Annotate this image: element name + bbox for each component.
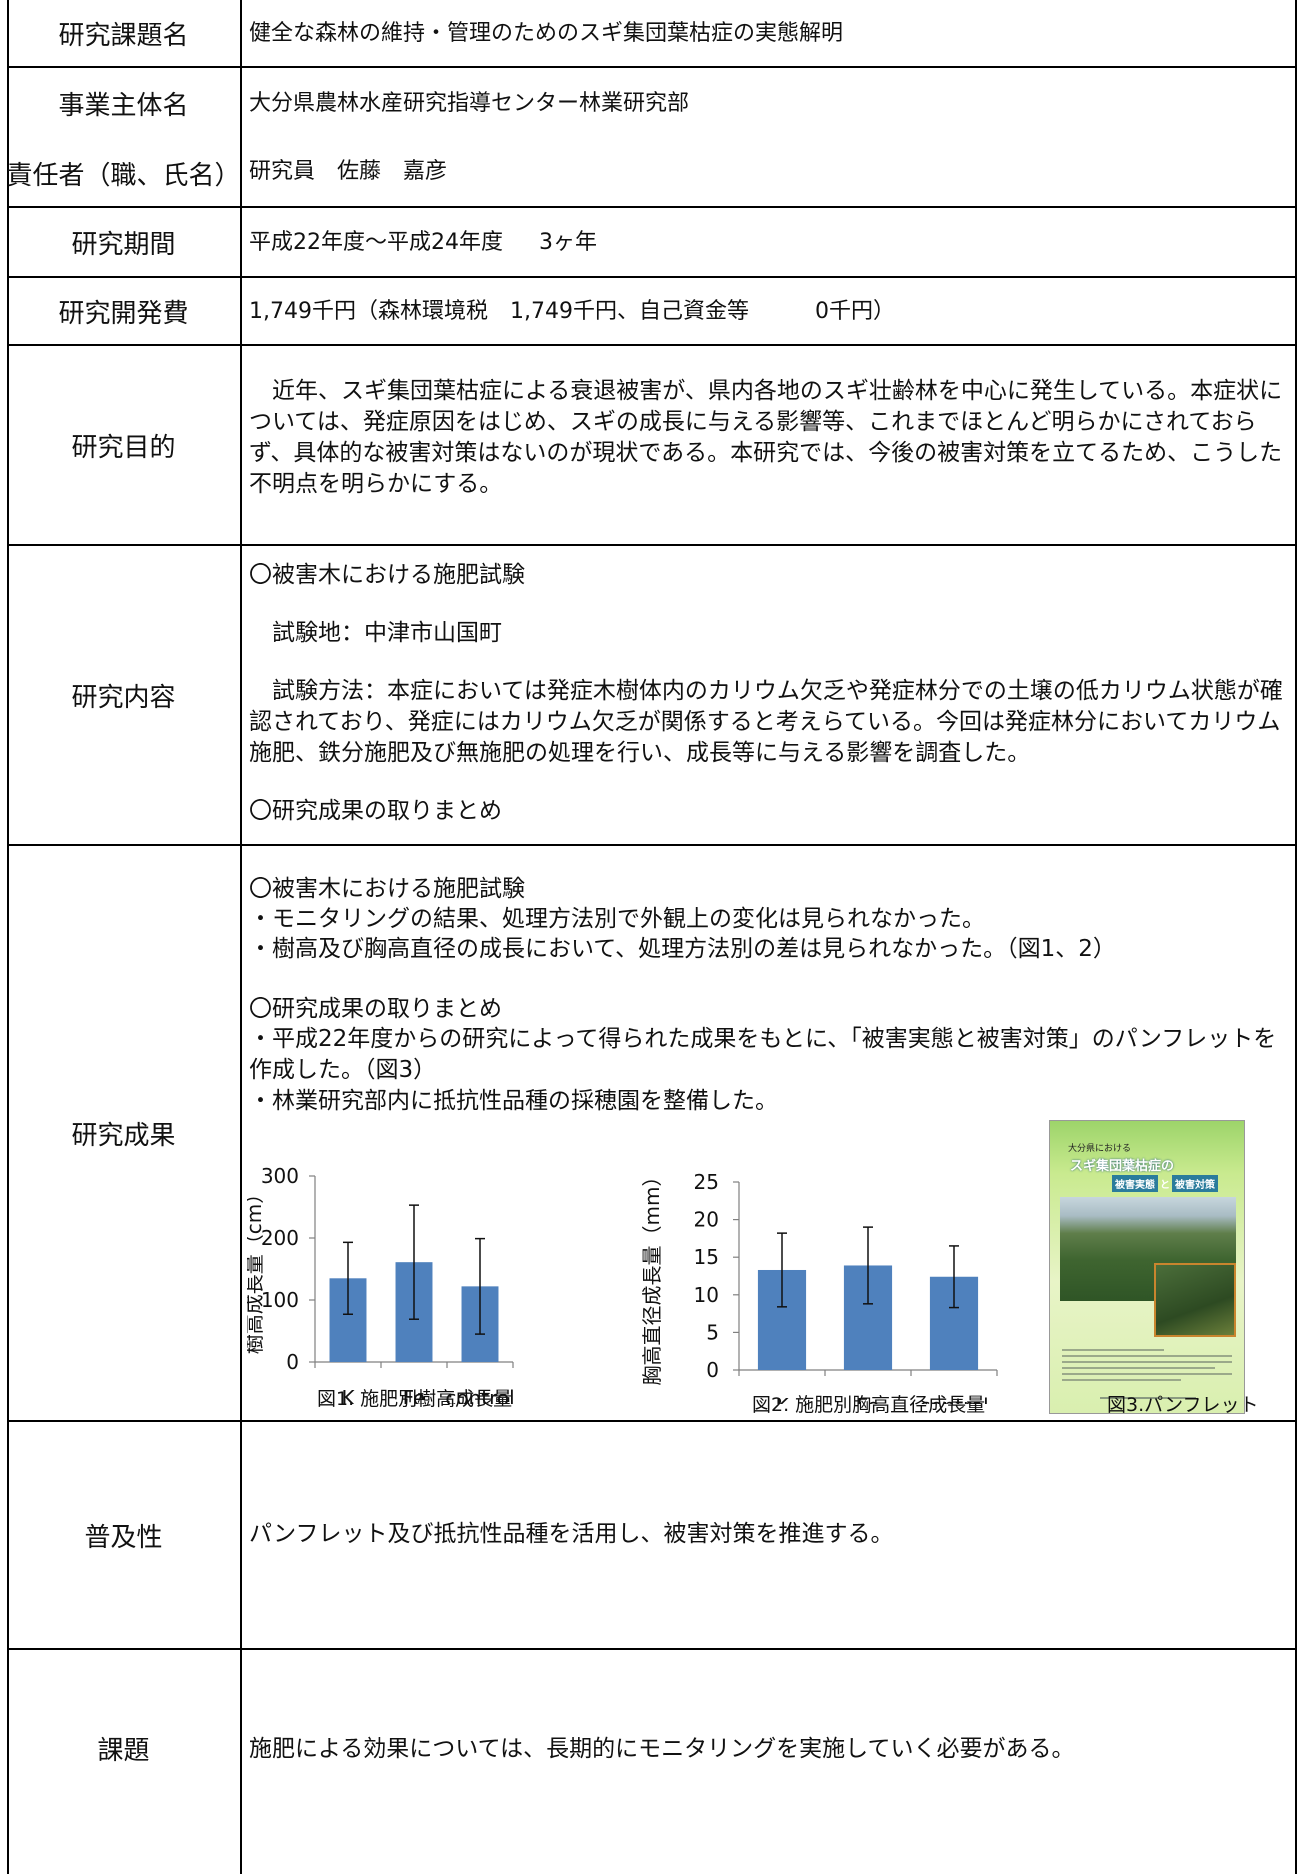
row-org-person: 事業主体名 大分県農林水産研究指導センター林業研究部 責任者（職、氏名） 研究員… <box>7 68 1297 208</box>
row-label-title: 研究課題名 <box>58 20 189 51</box>
purpose-text: 近年、スギ集団葉枯症による衰退被害が、県内各地のスギ壮齢林を中心に発生している。… <box>249 378 1283 497</box>
row-label-period: 研究期間 <box>71 229 176 260</box>
pamphlet-top-text: 大分県における <box>1068 1144 1132 1154</box>
x-tick-label-K: K <box>341 1386 355 1404</box>
row-label-spread: 普及性 <box>84 1522 163 1553</box>
research-summary-table: 研究課題名 健全な森林の維持・管理のためのスギ集団葉枯症の実態解明 事業主体名 … <box>7 0 1297 1874</box>
y-axis-label: 胸高直径成長量（mm） <box>640 1167 664 1386</box>
x-tick-label-Fe: Fe <box>857 1394 880 1404</box>
y-tick-label: 300 <box>261 1164 299 1188</box>
content-line-3: 試験方法：本症においては発症木樹体内のカリウム欠乏や発症林分での土壌の低カリウム… <box>249 678 1283 766</box>
table-column-divider <box>240 0 242 1874</box>
y-tick-label: 25 <box>694 1170 719 1194</box>
pamphlet-sub-mid: と <box>1160 1180 1170 1191</box>
pamphlet-subtitle: 被害実態 と 被害対策 <box>1112 1175 1218 1192</box>
research-title: 健全な森林の維持・管理のためのスギ集団葉枯症の実態解明 <box>249 21 844 46</box>
row-label-budget: 研究開発費 <box>58 298 189 329</box>
row-spread: 普及性 パンフレット及び抵抗性品種を活用し、被害対策を推進する。 <box>7 1422 1297 1650</box>
row-content: 研究内容 〇被害木における施肥試験 試験地：中津市山国町 試験方法：本症において… <box>7 546 1297 846</box>
chart-tree-height-growth: 0 100 200 300 K Fe control 樹高成長量（cm） <box>247 1164 515 1404</box>
spread-value: パンフレット及び抵抗性品種を活用し、被害対策を推進する。 <box>249 1521 894 1547</box>
row-label-org: 事業主体名 <box>58 90 189 121</box>
period-value: 平成22年度～平成24年度 3ヶ年 <box>249 230 597 255</box>
results-line-5: ・平成22年度からの研究によって得られた成果をもとに、「被害実態と被害対策」のパ… <box>249 1026 1277 1083</box>
results-line-3: ・樹高及び胸高直径の成長において、処理方法別の差は見られなかった。（図1、2） <box>249 936 1116 962</box>
row-label-issue: 課題 <box>97 1735 150 1766</box>
row-title: 研究課題名 健全な森林の維持・管理のためのスギ集団葉枯症の実態解明 <box>7 0 1297 68</box>
person-name: 研究員 佐藤 嘉彦 <box>249 159 448 184</box>
pamphlet-caption: 図3.パンフレット <box>1107 1394 1259 1416</box>
y-tick-label: 20 <box>694 1208 719 1232</box>
y-tick-label: 200 <box>261 1226 299 1250</box>
row-budget: 研究開発費 1,749千円（森林環境税 1,749千円、自己資金等 0千円） <box>7 278 1297 346</box>
budget-value: 1,749千円（森林環境税 1,749千円、自己資金等 0千円） <box>249 299 895 324</box>
results-line-2: ・モニタリングの結果、処理方法別で外観上の変化は見られなかった。 <box>249 906 985 932</box>
results-line-1: 〇被害木における施肥試験 <box>249 876 525 902</box>
pamphlet-image: 大分県における スギ集団葉枯症の 被害実態 と 被害対策 <box>1049 1120 1245 1414</box>
x-tick-label-control: control <box>445 1386 514 1404</box>
table-border-right <box>1295 0 1297 1874</box>
y-tick-label: 100 <box>261 1288 299 1312</box>
content-line-2: 試験地：中津市山国町 <box>249 620 502 646</box>
content-line-1: 〇被害木における施肥試験 <box>249 562 525 588</box>
row-period: 研究期間 平成22年度～平成24年度 3ヶ年 <box>7 208 1297 278</box>
issue-value: 施肥による効果については、長期的にモニタリングを実施していく必要がある。 <box>249 1736 1075 1762</box>
chart1-caption: 図1. 施肥別樹高成長量 <box>317 1388 513 1410</box>
chart2-caption: 図2. 施肥別胸高直径成長量 <box>752 1394 986 1416</box>
x-tick-label-K: K <box>775 1394 789 1404</box>
table-border-left <box>7 0 9 1874</box>
row-label-content: 研究内容 <box>71 682 176 713</box>
org-name: 大分県農林水産研究指導センター林業研究部 <box>249 91 690 116</box>
y-axis-label: 樹高成長量（cm） <box>247 1184 266 1354</box>
y-tick-label: 5 <box>706 1320 719 1344</box>
y-tick-label: 10 <box>694 1283 719 1307</box>
row-label-purpose: 研究目的 <box>71 432 176 463</box>
row-label-person: 責任者（職、氏名） <box>6 160 241 191</box>
results-line-6: ・林業研究部内に抵抗性品種の採穂園を整備した。 <box>249 1088 778 1114</box>
content-line-4: 〇研究成果の取りまとめ <box>249 798 502 824</box>
y-tick-label: 0 <box>706 1358 719 1382</box>
x-tick-label-Fe: Fe <box>403 1386 426 1404</box>
pamphlet-body-text <box>1062 1345 1232 1385</box>
chart-dbh-growth: 0 5 10 15 20 25 K Fe control 胸高直径成長量（mm） <box>640 1167 998 1404</box>
row-purpose: 研究目的 近年、スギ集団葉枯症による衰退被害が、県内各地のスギ壮齢林を中心に発生… <box>7 346 1297 546</box>
y-tick-label: 0 <box>286 1350 299 1374</box>
results-line-4: 〇研究成果の取りまとめ <box>249 996 502 1022</box>
row-issue: 課題 施肥による効果については、長期的にモニタリングを実施していく必要がある。 <box>7 1650 1297 1874</box>
pamphlet-footer-line <box>1100 1397 1196 1399</box>
x-tick-label-control: control <box>919 1394 988 1404</box>
pamphlet-title: スギ集団葉枯症の <box>1070 1159 1175 1174</box>
y-tick-label: 15 <box>694 1245 719 1269</box>
row-label-results: 研究成果 <box>71 1120 176 1151</box>
pamphlet-sub2: 被害対策 <box>1172 1175 1218 1192</box>
row-results: 研究成果 〇被害木における施肥試験 ・モニタリングの結果、処理方法別で外観上の変… <box>7 846 1297 1422</box>
pamphlet-inset-photo <box>1154 1263 1236 1337</box>
pamphlet-sub1: 被害実態 <box>1112 1175 1158 1192</box>
